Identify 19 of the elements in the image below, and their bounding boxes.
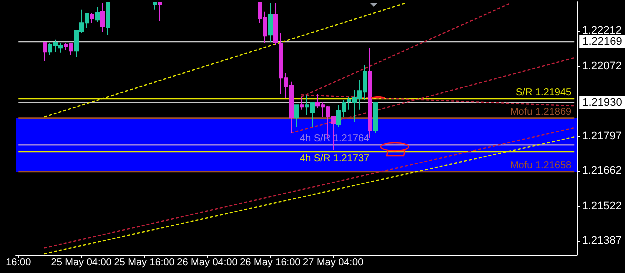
- y-tick-label: 1.21797: [582, 130, 622, 143]
- ref-line-label: Mofu 1.21869: [510, 106, 572, 118]
- ref-line-label: 4h S/R 1.21737: [300, 153, 370, 164]
- x-tick-label: 25 May 16:00: [114, 258, 176, 268]
- x-tick-label: 16:00: [6, 258, 32, 268]
- y-tick-label: 1.21387: [582, 235, 622, 247]
- ref-line-label: 1.21930: [582, 96, 622, 109]
- y-tick-label: 1.22072: [582, 60, 622, 73]
- x-tick-label: 25 May 04:00: [51, 258, 112, 268]
- x-tick-label: 26 May 16:00: [240, 258, 302, 268]
- ref-line-label: Mofu 1.21658: [510, 160, 572, 172]
- ref-line-label: S/R 1.21945: [516, 87, 572, 98]
- y-tick-label: 1.21662: [582, 165, 622, 178]
- x-tick-label: 26 May 04:00: [177, 258, 238, 268]
- y-tick-label: 1.22212: [582, 25, 622, 38]
- ref-line-label: 1.22169: [582, 36, 622, 48]
- ref-line-label: 4h S/R 1.21764: [300, 134, 370, 145]
- y-tick-label: 1.21522: [582, 200, 622, 213]
- x-tick-label: 27 May 04:00: [303, 258, 364, 268]
